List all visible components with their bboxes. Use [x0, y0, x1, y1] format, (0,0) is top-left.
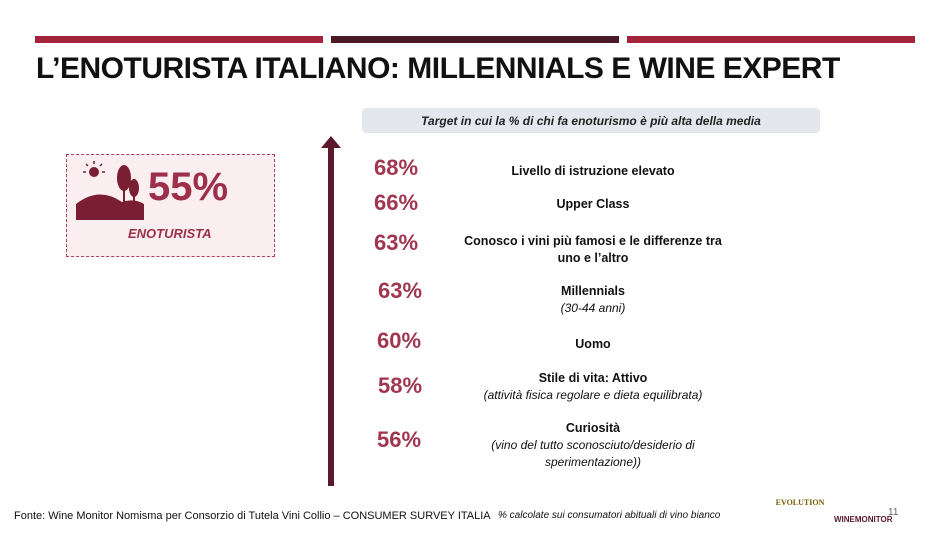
item-note: (vino del tutto sconosciuto/desiderio di…: [491, 438, 695, 469]
top-bar: [331, 36, 619, 43]
page-number: 11: [888, 507, 899, 518]
badge-icon: [76, 161, 144, 220]
item-value: 58%: [377, 373, 423, 398]
item: Millennials (30-44 anni): [452, 283, 734, 317]
item: Uomo: [452, 336, 734, 353]
source: Fonte: Wine Monitor Nomisma per Consorzi…: [14, 510, 491, 522]
item-value: 60%: [376, 328, 422, 353]
top-bar: [35, 36, 323, 43]
item-label: Livello di istruzione elevato: [511, 164, 675, 178]
item-label: Upper Class: [556, 197, 630, 211]
item-value: 63%: [373, 230, 419, 255]
item: Conosco i vini più famosi e le differenz…: [452, 233, 734, 267]
logo-left: EVOLUTION: [775, 498, 825, 507]
item-note: (30-44 anni): [560, 301, 626, 315]
item-label: Uomo: [575, 337, 611, 351]
arrow: [321, 136, 341, 486]
item-value: 68%: [373, 155, 419, 180]
item-label: Millennials: [561, 284, 625, 298]
item-value: 66%: [373, 190, 419, 215]
item-label: Stile di vita: Attivo: [538, 371, 648, 385]
badge-label: ENOTURISTA: [128, 226, 212, 241]
top-bar: [627, 36, 915, 43]
badge-value: 55%: [148, 165, 229, 209]
item: Stile di vita: Attivo (attività fisica re…: [452, 370, 734, 404]
panel-heading: Target in cui la % di chi fa enoturismo …: [362, 108, 820, 133]
item: Curiosità (vino del tutto sconosciuto/des…: [452, 420, 734, 471]
item-note: (attività fisica regolare e dieta equili…: [483, 388, 703, 402]
title: L’ENOTURISTA ITALIANO: MILLENNIALS E WIN…: [36, 52, 840, 85]
footnote: % calcolate sui consumatori abituali di …: [498, 510, 721, 521]
item-label: Conosco i vini più famosi e le differenz…: [464, 234, 722, 265]
item-label: Curiosità: [565, 421, 621, 435]
item: Upper Class: [452, 196, 734, 213]
item: Livello di istruzione elevato: [452, 163, 734, 180]
item-value: 56%: [376, 427, 422, 452]
item-value: 63%: [377, 278, 423, 303]
logo-right: WINEMONITOR: [834, 515, 893, 524]
